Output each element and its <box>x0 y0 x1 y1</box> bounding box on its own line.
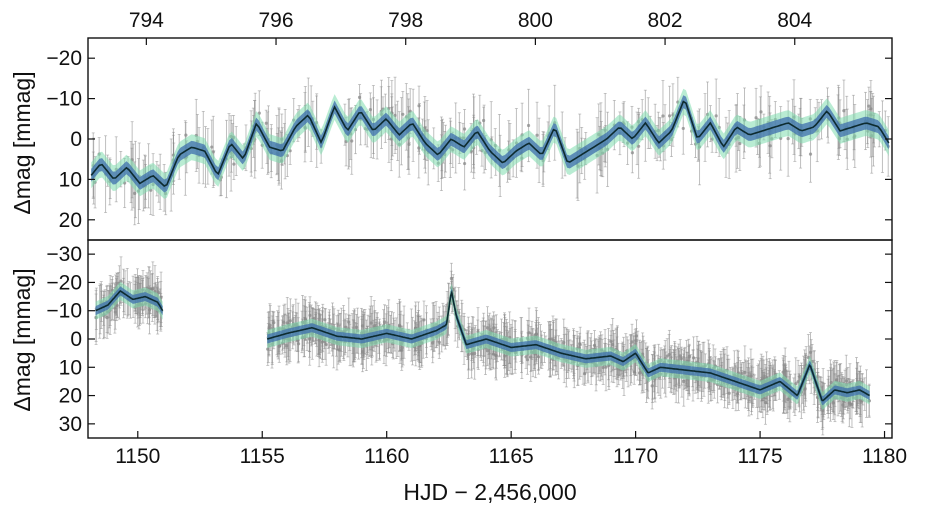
data-point <box>482 118 486 123</box>
top-plot-area <box>90 76 890 226</box>
model-band-outer <box>91 88 889 199</box>
data-point <box>525 358 530 362</box>
data-point <box>681 126 685 131</box>
top-x-tick-label: 798 <box>388 9 423 32</box>
data-point <box>786 136 790 141</box>
data-point <box>462 127 467 131</box>
bottom-plot-area <box>94 256 871 436</box>
data-point <box>400 346 404 350</box>
top-x-ticks: 794 796 798 800 802 804 <box>129 9 813 45</box>
data-point <box>526 123 531 128</box>
data-point <box>463 161 467 166</box>
data-point <box>401 112 405 116</box>
data-point <box>288 319 292 323</box>
data-point <box>637 144 641 148</box>
data-point <box>727 391 731 395</box>
data-point <box>842 109 846 113</box>
data-point <box>264 121 268 125</box>
data-point <box>536 355 541 359</box>
data-point <box>277 344 281 349</box>
y-tick-label: 10 <box>59 168 82 191</box>
data-point <box>844 379 848 383</box>
y-tick-label: −20 <box>46 47 82 70</box>
data-point <box>578 343 582 347</box>
data-point <box>524 355 528 359</box>
top-x-tick-label: 796 <box>259 9 294 32</box>
model-band-inner <box>91 95 889 193</box>
data-point <box>867 104 871 108</box>
data-point <box>266 347 270 351</box>
data-point <box>535 133 539 137</box>
data-point <box>350 139 354 143</box>
data-point <box>357 95 362 99</box>
data-point <box>368 108 372 112</box>
y-tick-label: 0 <box>70 128 82 151</box>
data-point <box>407 142 411 146</box>
top-x-tick-label: 794 <box>129 9 164 32</box>
top-y-ticks: −20 −10 0 10 20 <box>46 47 892 232</box>
data-point <box>754 116 758 120</box>
data-point <box>738 141 742 146</box>
data-point <box>382 320 387 324</box>
y-tick-label: −10 <box>46 88 82 111</box>
data-point <box>211 150 215 154</box>
data-point <box>679 357 683 361</box>
data-point <box>630 151 634 155</box>
data-point <box>232 162 236 166</box>
data-point <box>808 152 813 156</box>
top-x-tick-label: 802 <box>648 9 683 32</box>
data-point <box>665 354 669 358</box>
data-point <box>667 114 672 118</box>
data-point <box>768 144 772 148</box>
top-x-tick-label: 804 <box>777 9 812 32</box>
y-tick-label: 20 <box>59 209 82 232</box>
data-point <box>184 133 188 137</box>
model-curve-line <box>90 100 890 187</box>
data-point <box>661 114 665 118</box>
data-point <box>210 145 214 149</box>
data-point <box>796 380 800 384</box>
data-point <box>601 365 605 370</box>
top-x-tick-label: 800 <box>518 9 553 32</box>
top-panel: −20 −10 0 10 20 794 796 798 800 802 804 <box>46 9 893 241</box>
data-point <box>714 114 718 118</box>
